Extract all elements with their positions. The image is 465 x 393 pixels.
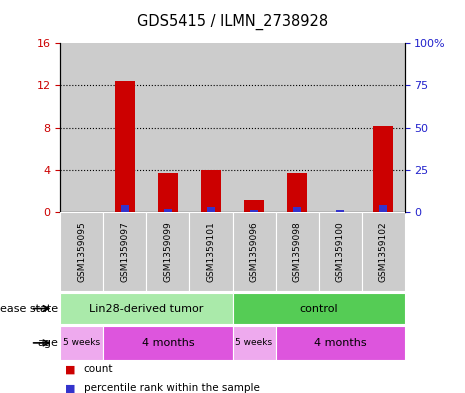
Bar <box>379 205 387 212</box>
Text: GSM1359098: GSM1359098 <box>292 221 301 282</box>
Bar <box>232 326 275 360</box>
Bar <box>287 173 307 212</box>
Bar <box>275 326 405 360</box>
Text: 4 months: 4 months <box>314 338 366 348</box>
Bar <box>244 200 264 212</box>
Bar <box>232 43 275 212</box>
Bar <box>362 43 405 212</box>
Text: age: age <box>37 338 58 348</box>
Text: GSM1359101: GSM1359101 <box>206 221 215 282</box>
Text: percentile rank within the sample: percentile rank within the sample <box>84 383 259 393</box>
Bar <box>373 126 393 212</box>
Bar <box>158 173 178 212</box>
Bar <box>60 212 103 291</box>
Text: 5 weeks: 5 weeks <box>235 338 272 347</box>
Bar <box>362 212 405 291</box>
Text: GSM1359102: GSM1359102 <box>379 221 387 282</box>
Bar <box>207 207 215 212</box>
Text: ■: ■ <box>65 383 76 393</box>
Bar <box>250 210 258 212</box>
Bar <box>121 205 129 212</box>
Bar <box>60 293 232 324</box>
Text: 4 months: 4 months <box>142 338 194 348</box>
Bar <box>115 81 135 212</box>
Text: GSM1359100: GSM1359100 <box>336 221 345 282</box>
Text: GDS5415 / ILMN_2738928: GDS5415 / ILMN_2738928 <box>137 14 328 30</box>
Bar <box>275 43 319 212</box>
Text: GSM1359095: GSM1359095 <box>78 221 86 282</box>
Bar <box>319 43 362 212</box>
Bar <box>103 43 146 212</box>
Bar <box>146 43 190 212</box>
Bar <box>103 212 146 291</box>
Bar <box>201 170 221 212</box>
Text: disease state: disease state <box>0 303 58 314</box>
Bar <box>190 212 232 291</box>
Text: Lin28-derived tumor: Lin28-derived tumor <box>89 303 204 314</box>
Bar <box>232 212 275 291</box>
Text: 5 weeks: 5 weeks <box>63 338 100 347</box>
Text: GSM1359099: GSM1359099 <box>164 221 173 282</box>
Bar <box>190 43 232 212</box>
Bar <box>293 207 301 212</box>
Text: GSM1359096: GSM1359096 <box>250 221 259 282</box>
Bar <box>275 212 319 291</box>
Bar <box>319 212 362 291</box>
Bar <box>164 209 172 212</box>
Text: ■: ■ <box>65 364 76 375</box>
Text: GSM1359097: GSM1359097 <box>120 221 129 282</box>
Bar <box>232 293 405 324</box>
Bar <box>60 326 103 360</box>
Text: control: control <box>299 303 338 314</box>
Bar <box>146 212 190 291</box>
Bar <box>103 326 232 360</box>
Bar <box>336 210 344 212</box>
Bar <box>60 43 103 212</box>
Text: count: count <box>84 364 113 375</box>
